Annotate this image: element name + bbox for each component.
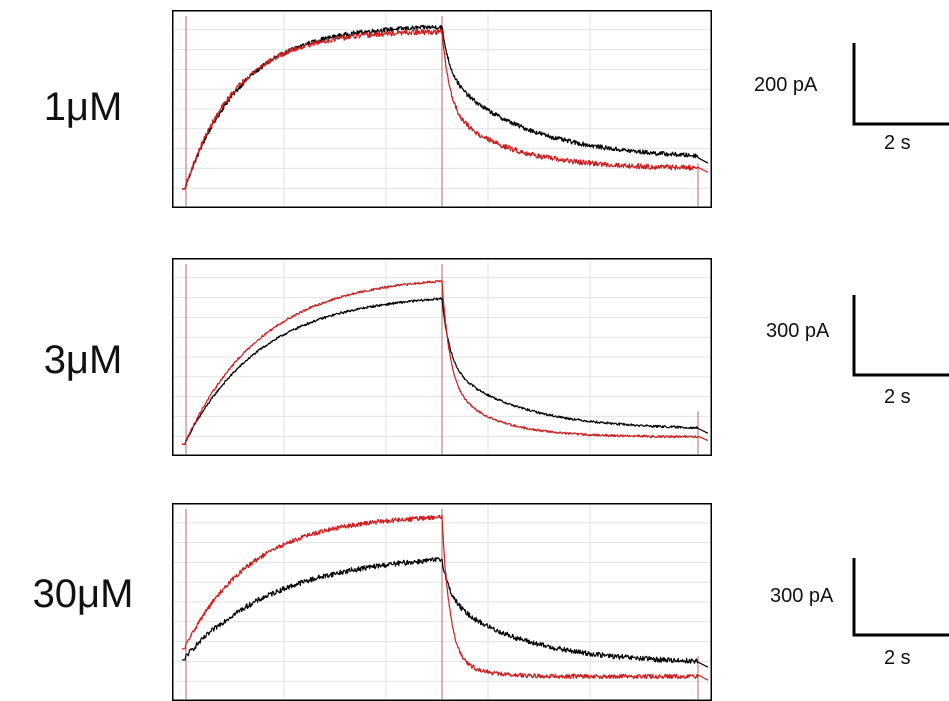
trace-red	[182, 514, 709, 681]
trace-panel-1	[172, 10, 712, 208]
trace-red	[182, 279, 709, 445]
scale-time-label-1: 2 s	[884, 132, 911, 154]
scale-bar-2: 300 pA 2 s	[748, 292, 949, 422]
scale-amplitude-label-3: 300 pA	[770, 585, 834, 607]
scale-bar-lines-2	[852, 295, 949, 377]
scale-bar-3: 300 pA 2 s	[748, 555, 949, 685]
trace-plot-1	[172, 10, 712, 208]
trace-panel-2	[172, 258, 712, 456]
trace-black	[182, 557, 709, 668]
scale-time-label-3: 2 s	[884, 647, 911, 669]
trace-black	[182, 297, 709, 445]
scale-bar-1: 200 pA 2 s	[748, 40, 949, 170]
scale-amplitude-label-2: 300 pA	[766, 320, 830, 342]
scale-bar-lines-3	[852, 558, 949, 637]
concentration-label-1: 1μM	[43, 85, 123, 129]
concentration-label-3: 30μM	[32, 572, 134, 616]
scale-amplitude-label-1: 200 pA	[754, 74, 818, 96]
trace-plot-2	[172, 258, 712, 456]
trace-red	[182, 28, 709, 190]
trace-plot-3	[172, 503, 712, 701]
trace-panel-3	[172, 503, 712, 701]
scale-bar-lines-1	[852, 43, 949, 126]
concentration-label-2: 3μM	[43, 338, 123, 382]
scale-time-label-2: 2 s	[884, 386, 911, 408]
